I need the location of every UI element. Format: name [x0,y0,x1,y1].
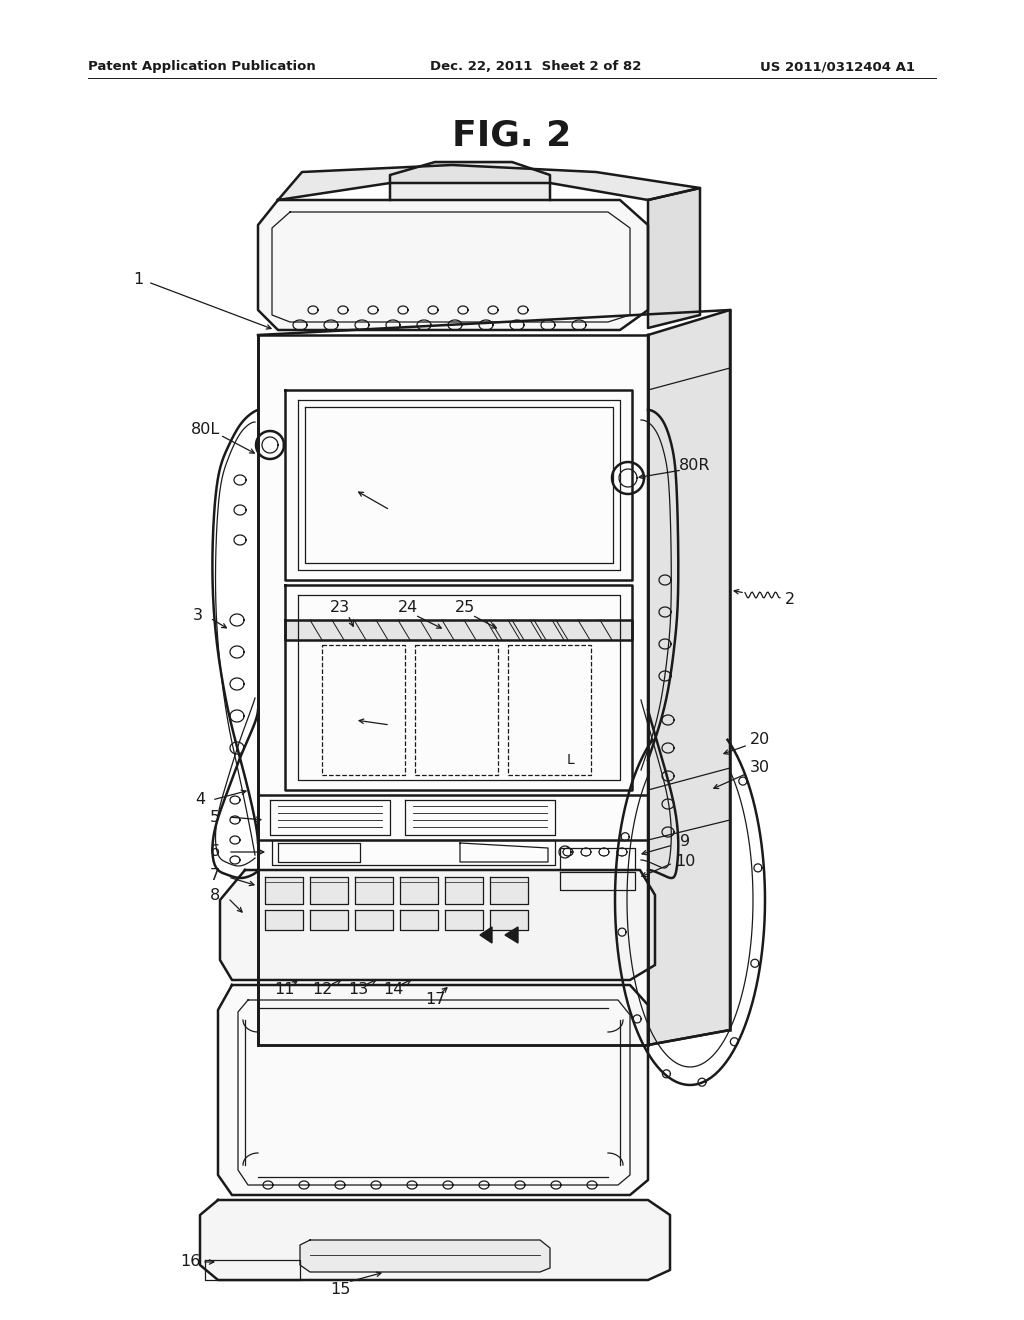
Text: 80R: 80R [679,458,711,473]
Text: 30: 30 [750,760,770,776]
Text: Patent Application Publication: Patent Application Publication [88,59,315,73]
Polygon shape [265,909,303,931]
Text: 14: 14 [383,982,403,998]
Polygon shape [445,909,483,931]
Text: 12: 12 [312,982,332,998]
Text: 10: 10 [675,854,695,870]
Polygon shape [648,310,730,1045]
Text: FIG. 2: FIG. 2 [453,117,571,152]
Polygon shape [400,909,438,931]
Polygon shape [218,985,648,1195]
Text: L: L [566,752,573,767]
Polygon shape [310,909,348,931]
Text: 15: 15 [330,1283,350,1298]
Polygon shape [490,876,528,904]
Polygon shape [480,927,492,942]
Text: 8: 8 [210,888,220,903]
Text: 6: 6 [210,845,220,859]
Polygon shape [200,1200,670,1280]
Text: 25: 25 [455,601,475,615]
Polygon shape [278,165,700,201]
Polygon shape [505,927,518,942]
Text: 2: 2 [785,593,795,607]
Text: US 2011/0312404 A1: US 2011/0312404 A1 [760,59,915,73]
Polygon shape [390,162,550,201]
Polygon shape [310,876,348,904]
Text: 5: 5 [210,809,220,825]
Polygon shape [220,870,655,979]
Polygon shape [258,201,648,330]
Text: 16: 16 [180,1254,200,1270]
Text: 9: 9 [680,834,690,850]
Polygon shape [648,187,700,327]
Polygon shape [400,876,438,904]
Text: 1: 1 [133,272,143,288]
Text: 80L: 80L [190,422,219,437]
Text: 24: 24 [398,601,418,615]
Text: Dec. 22, 2011  Sheet 2 of 82: Dec. 22, 2011 Sheet 2 of 82 [430,59,641,73]
Text: 13: 13 [348,982,368,998]
Polygon shape [445,876,483,904]
Polygon shape [490,909,528,931]
Polygon shape [258,335,648,1045]
Polygon shape [300,1239,550,1272]
Text: 11: 11 [274,982,295,998]
Polygon shape [285,620,632,640]
Polygon shape [355,909,393,931]
Text: 4: 4 [195,792,205,808]
Polygon shape [265,876,303,904]
Text: 17: 17 [425,993,445,1007]
Text: 3: 3 [193,607,203,623]
Polygon shape [355,876,393,904]
Text: 20: 20 [750,733,770,747]
Text: 23: 23 [330,601,350,615]
Text: 7: 7 [210,867,220,883]
